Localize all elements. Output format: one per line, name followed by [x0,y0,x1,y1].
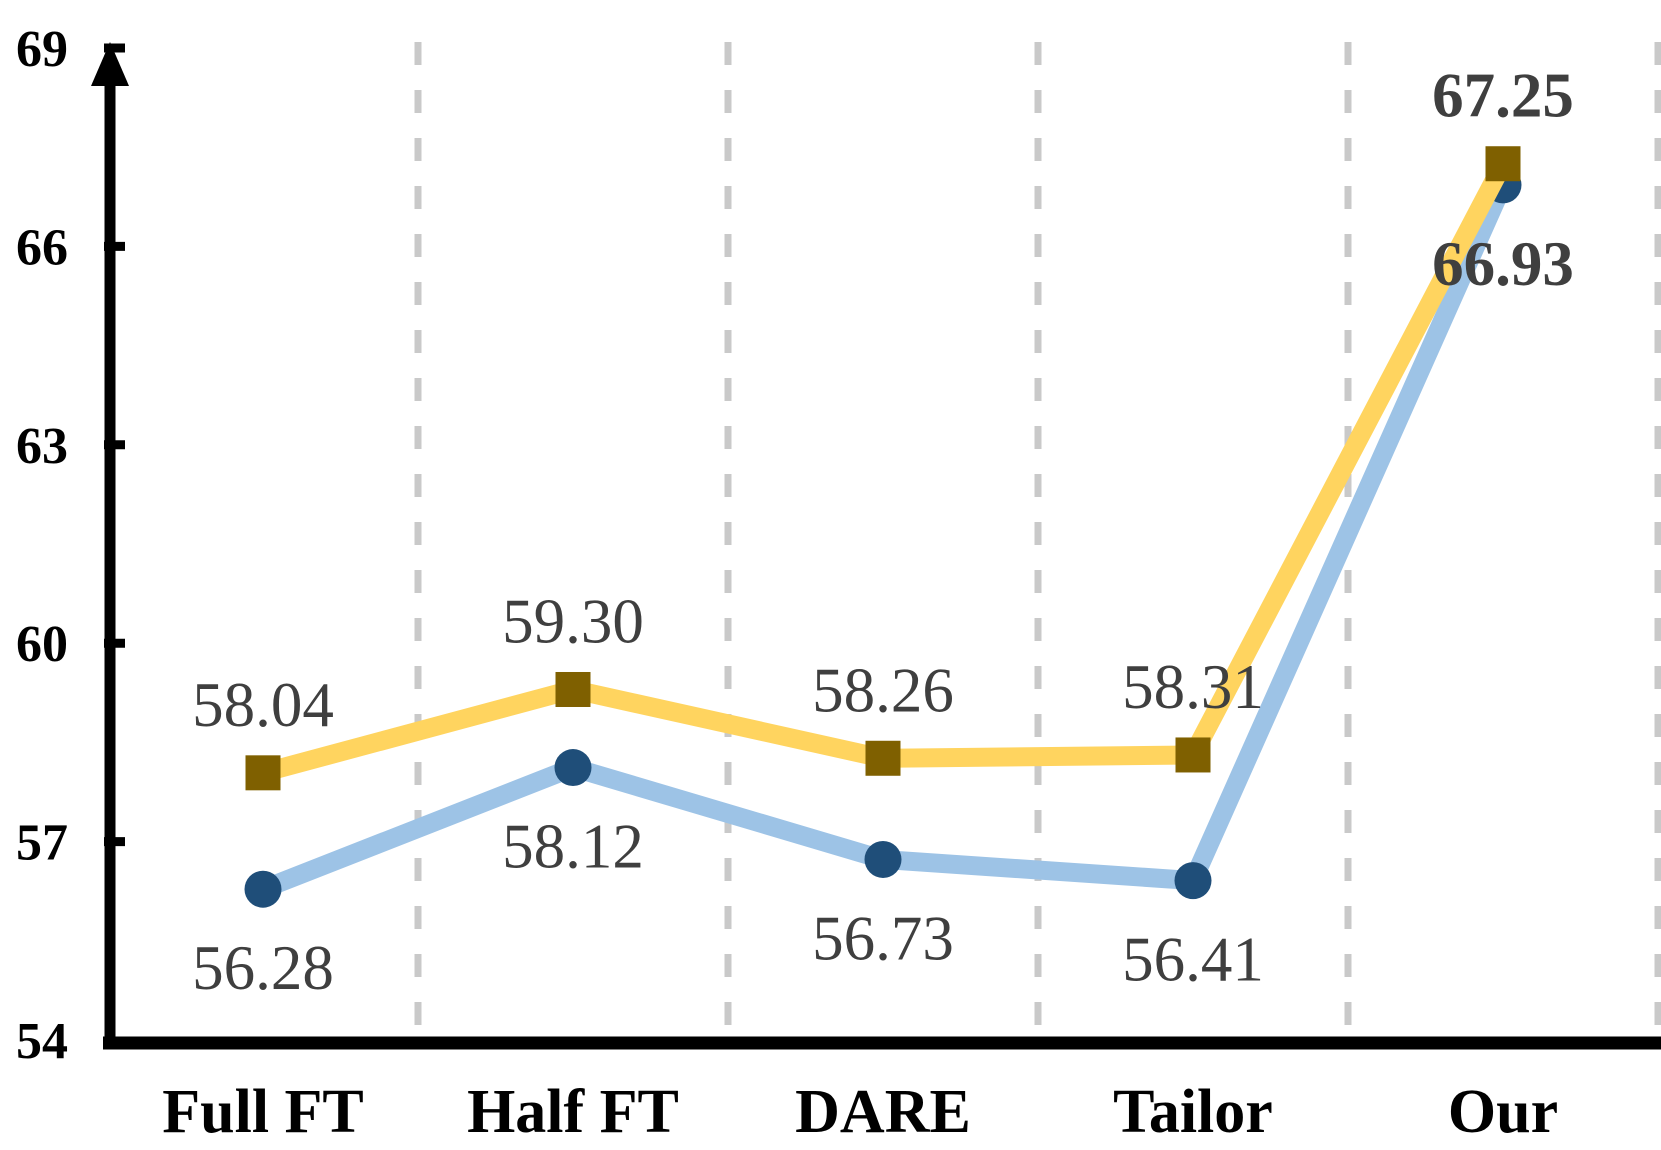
x-axis-category-labels: Full FT Half FT DARE Tailor Our [162,1078,1558,1146]
y-tick-label: 60 [16,616,68,673]
x-category-label: Our [1448,1078,1558,1146]
value-labels: 56.28 58.12 56.73 56.41 66.93 58.04 59.30 58.26… [192,61,1574,1003]
yellow-series-marker [1175,737,1211,773]
y-axis-arrow-icon [91,42,129,86]
value-label: 56.28 [192,933,334,1003]
axes [91,42,1661,1050]
y-tick-label: 63 [16,418,68,475]
yellow-series-marker [865,740,901,776]
blue-series-marker [1174,862,1212,900]
value-label: 56.73 [812,903,954,973]
x-category-label: Full FT [162,1078,364,1146]
x-category-label: Tailor [1113,1078,1273,1146]
y-tick-label: 66 [16,219,68,276]
yellow-series-marker [1485,146,1521,182]
x-category-label: DARE [795,1078,971,1146]
yellow-series-marker [555,671,591,707]
y-axis-tick-labels: 69 66 63 60 57 54 [16,21,68,1070]
value-label: 59.30 [502,586,644,656]
value-label: 67.25 [1432,61,1574,131]
value-label: 58.12 [502,812,644,882]
value-label: 58.04 [192,670,334,740]
blue-series-marker [864,840,902,878]
gridlines [414,42,1661,1040]
yellow-series-marker [245,755,281,791]
value-label: 58.26 [812,655,954,725]
value-label: 56.41 [1122,925,1264,995]
series-group [244,146,1522,908]
blue-series-marker [244,870,282,908]
value-label: 66.93 [1432,229,1574,299]
blue-series-marker [554,749,592,787]
y-axis-ticks [104,43,125,847]
y-tick-label: 54 [16,1013,68,1070]
y-tick-label: 57 [16,815,68,872]
y-tick-label: 69 [16,21,68,78]
value-label: 58.31 [1122,652,1264,722]
x-category-label: Half FT [467,1078,679,1146]
